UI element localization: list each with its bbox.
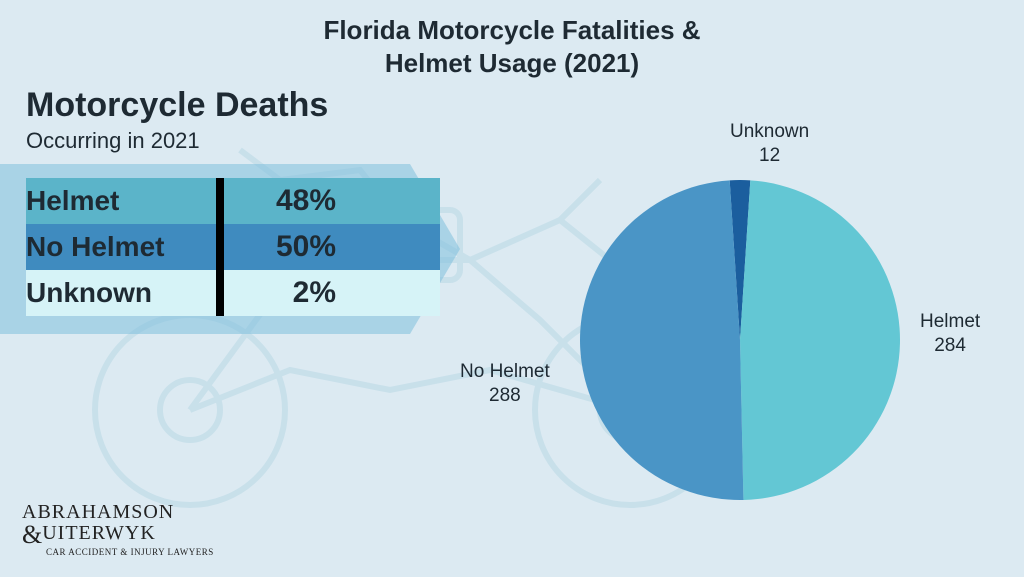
- row-value: 48%: [246, 184, 336, 218]
- pie-slice: [580, 180, 743, 500]
- table-row: No Helmet 50%: [26, 224, 440, 270]
- row-divider: [216, 178, 224, 224]
- section-subtitle: Occurring in 2021: [26, 128, 200, 154]
- logo: ABRAHAMSON &UITERWYK CAR ACCIDENT & INJU…: [22, 502, 214, 557]
- pie-label-nohelmet: No Helmet288: [460, 360, 550, 408]
- row-label: Unknown: [26, 277, 216, 309]
- pie-svg: [570, 170, 910, 510]
- row-label: No Helmet: [26, 231, 216, 263]
- title-line-2: Helmet Usage (2021): [385, 48, 639, 78]
- pie-slice: [740, 180, 900, 500]
- percent-table: Helmet 48% No Helmet 50% Unknown 2%: [0, 164, 460, 334]
- pie-label-unknown: Unknown12: [730, 120, 809, 168]
- logo-line-1: ABRAHAMSON: [22, 502, 214, 522]
- pie-chart: Unknown12 Helmet284 No Helmet288: [570, 170, 910, 510]
- row-value: 50%: [246, 230, 336, 264]
- table-row: Unknown 2%: [26, 270, 440, 316]
- row-divider: [216, 270, 224, 316]
- logo-ampersand: &: [22, 522, 42, 548]
- title-line-1: Florida Motorcycle Fatalities &: [323, 15, 700, 45]
- logo-line-3: CAR ACCIDENT & INJURY LAWYERS: [46, 548, 214, 557]
- table-row: Helmet 48%: [26, 178, 440, 224]
- pie-label-helmet: Helmet284: [920, 310, 980, 358]
- row-value: 2%: [246, 276, 336, 310]
- page-title: Florida Motorcycle Fatalities & Helmet U…: [0, 0, 1024, 79]
- section-title: Motorcycle Deaths: [26, 86, 328, 125]
- logo-line-2: UITERWYK: [42, 522, 156, 544]
- row-label: Helmet: [26, 185, 216, 217]
- row-divider: [216, 224, 224, 270]
